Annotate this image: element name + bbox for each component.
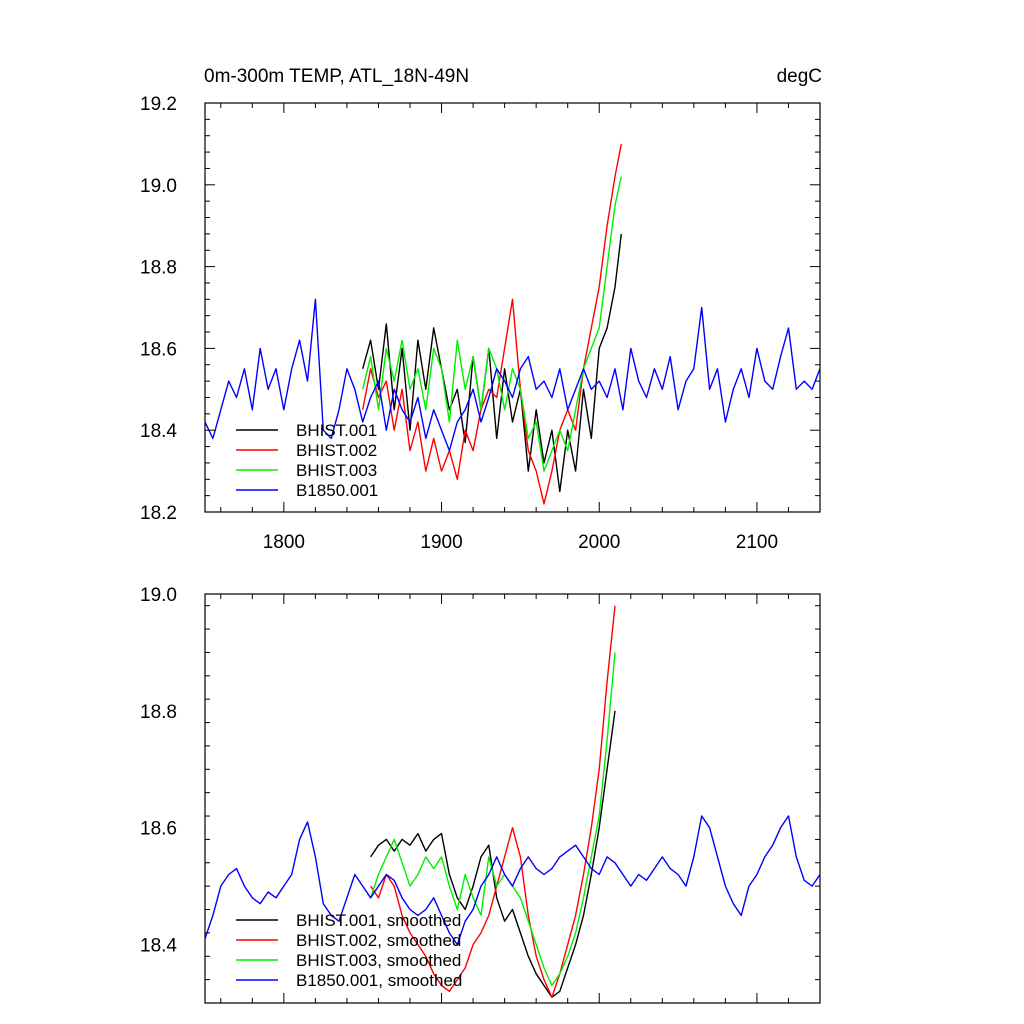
x-tick-label: 2000 <box>578 532 620 553</box>
y-tick-label: 18.2 <box>140 503 177 524</box>
y-tick-label: 18.8 <box>140 702 177 723</box>
y-tick-label: 19.2 <box>140 94 177 115</box>
legend-label: BHIST.003, smoothed <box>296 951 461 970</box>
legend-label: BHIST.002 <box>296 441 377 460</box>
y-tick-label: 19.0 <box>140 176 177 197</box>
series-line-4 <box>205 298 820 452</box>
y-tick-label: 18.4 <box>140 936 177 957</box>
series-line-2 <box>370 605 616 998</box>
series-line-2 <box>362 143 622 505</box>
plot-frame <box>204 102 821 513</box>
legend-label: BHIST.002, smoothed <box>296 931 461 950</box>
x-tick-label: 1800 <box>263 532 305 553</box>
y-tick-label: 18.6 <box>140 819 177 840</box>
y-tick-label: 19.0 <box>140 585 177 606</box>
y-tick-label: 18.8 <box>140 258 177 279</box>
series-line-4 <box>205 815 820 946</box>
top-chart-title: 0m-300m TEMP, ATL_18N-49N <box>204 66 469 87</box>
series-line-1 <box>362 233 622 493</box>
y-tick-label: 18.4 <box>140 421 177 442</box>
top-axes: 1800 1900 2000 2100 18.2 18.4 18.6 18.8 19.0 19.2 <box>140 94 821 553</box>
top-panel: 0m-300m TEMP, ATL_18N-49N degC 1800 1900 2… <box>140 66 822 553</box>
legend-label: B1850.001, smoothed <box>296 971 462 990</box>
series-line-3 <box>362 176 622 472</box>
top-chart-units: degC <box>777 66 822 87</box>
x-tick-label: 1900 <box>420 532 462 553</box>
bottom-panel: 18.418.618.819.0 BHIST.001, smoothedBHIS… <box>140 585 821 1004</box>
bottom-axes: 18.4 18.6 18.8 19.0 <box>140 585 821 1004</box>
bottom-series-group <box>205 605 820 998</box>
legend-label: BHIST.001, smoothed <box>296 911 461 930</box>
legend-label: BHIST.001 <box>296 421 377 440</box>
top-series-group <box>205 143 820 505</box>
legend-label: B1850.001 <box>296 481 378 500</box>
plot-frame <box>204 593 821 1004</box>
series-line-3 <box>369 652 616 987</box>
legend-label: BHIST.003 <box>296 461 377 480</box>
x-tick-label: 2100 <box>736 532 778 553</box>
y-tick-label: 18.6 <box>140 339 177 360</box>
